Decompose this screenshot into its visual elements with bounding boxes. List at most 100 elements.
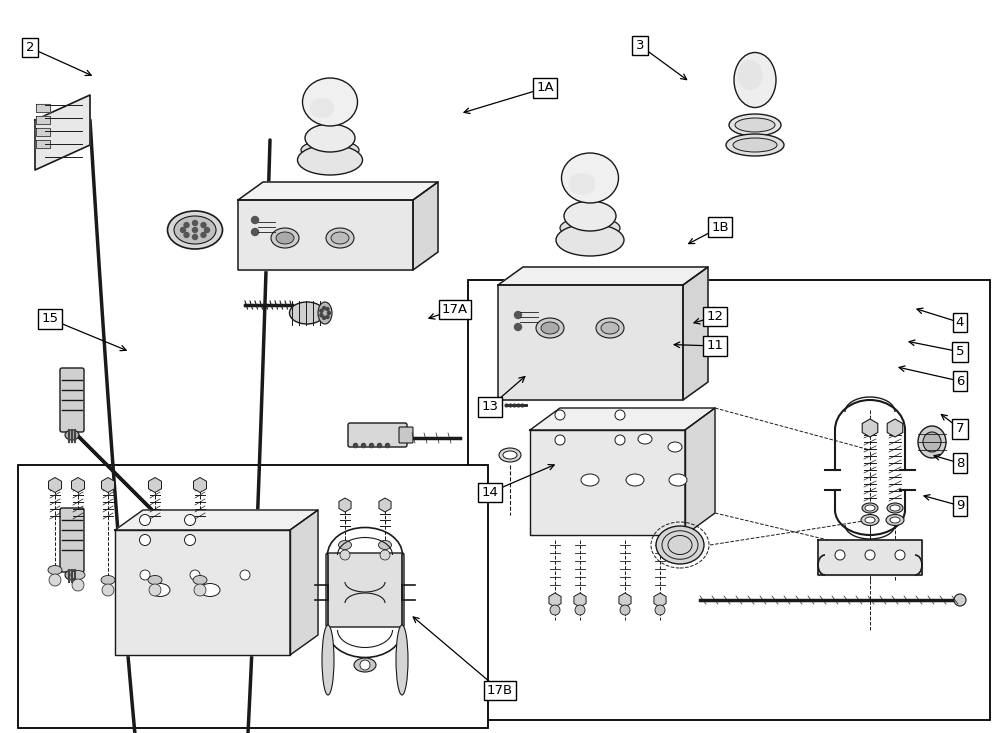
Ellipse shape bbox=[310, 98, 334, 118]
Polygon shape bbox=[498, 285, 683, 400]
Bar bbox=[468, 280, 990, 720]
Circle shape bbox=[205, 227, 210, 232]
Circle shape bbox=[328, 312, 330, 314]
Ellipse shape bbox=[638, 434, 652, 444]
Circle shape bbox=[323, 317, 326, 320]
Circle shape bbox=[72, 579, 84, 591]
Text: 6: 6 bbox=[956, 375, 964, 388]
Text: 1A: 1A bbox=[536, 81, 554, 95]
Polygon shape bbox=[685, 408, 715, 535]
Ellipse shape bbox=[150, 583, 170, 597]
Ellipse shape bbox=[503, 451, 517, 459]
Circle shape bbox=[140, 534, 150, 545]
Circle shape bbox=[140, 570, 150, 580]
Ellipse shape bbox=[302, 78, 358, 126]
Text: 7: 7 bbox=[956, 422, 964, 435]
Ellipse shape bbox=[564, 201, 616, 231]
Ellipse shape bbox=[326, 228, 354, 248]
Ellipse shape bbox=[536, 318, 564, 338]
Polygon shape bbox=[238, 182, 438, 200]
Ellipse shape bbox=[338, 540, 352, 550]
Circle shape bbox=[514, 323, 522, 331]
Polygon shape bbox=[818, 540, 922, 575]
Text: 11: 11 bbox=[706, 339, 724, 353]
Ellipse shape bbox=[65, 430, 79, 440]
Bar bbox=[18, 465, 488, 728]
Ellipse shape bbox=[865, 517, 875, 523]
Circle shape bbox=[194, 584, 206, 596]
Ellipse shape bbox=[305, 124, 355, 152]
Circle shape bbox=[190, 570, 200, 580]
Polygon shape bbox=[290, 510, 318, 655]
Ellipse shape bbox=[331, 232, 349, 244]
Circle shape bbox=[514, 312, 522, 319]
Ellipse shape bbox=[168, 211, 222, 249]
Ellipse shape bbox=[200, 583, 220, 597]
Ellipse shape bbox=[71, 570, 85, 580]
Circle shape bbox=[555, 435, 565, 445]
Text: 14: 14 bbox=[482, 486, 498, 499]
FancyBboxPatch shape bbox=[399, 427, 413, 443]
Circle shape bbox=[201, 223, 206, 227]
Circle shape bbox=[320, 309, 323, 312]
Ellipse shape bbox=[726, 134, 784, 156]
Circle shape bbox=[555, 410, 565, 420]
Polygon shape bbox=[413, 182, 438, 270]
Polygon shape bbox=[115, 530, 290, 655]
Ellipse shape bbox=[276, 232, 294, 244]
Polygon shape bbox=[36, 116, 50, 124]
Polygon shape bbox=[530, 408, 715, 430]
Circle shape bbox=[550, 605, 560, 615]
Ellipse shape bbox=[734, 53, 776, 108]
FancyBboxPatch shape bbox=[348, 423, 407, 447]
Ellipse shape bbox=[668, 442, 682, 452]
Circle shape bbox=[201, 232, 206, 237]
Circle shape bbox=[575, 605, 585, 615]
Circle shape bbox=[865, 550, 875, 560]
Circle shape bbox=[184, 515, 196, 526]
Circle shape bbox=[184, 223, 189, 227]
Polygon shape bbox=[35, 95, 90, 170]
Circle shape bbox=[184, 232, 189, 237]
Polygon shape bbox=[683, 267, 708, 400]
Ellipse shape bbox=[101, 575, 115, 584]
Circle shape bbox=[140, 515, 150, 526]
Text: 9: 9 bbox=[956, 499, 964, 512]
Ellipse shape bbox=[669, 474, 687, 486]
Ellipse shape bbox=[861, 515, 879, 526]
Ellipse shape bbox=[656, 526, 704, 564]
Ellipse shape bbox=[735, 118, 775, 132]
Ellipse shape bbox=[378, 540, 392, 550]
Text: 4: 4 bbox=[956, 316, 964, 329]
Ellipse shape bbox=[148, 575, 162, 584]
Ellipse shape bbox=[193, 575, 207, 584]
Circle shape bbox=[835, 550, 845, 560]
Circle shape bbox=[360, 660, 370, 670]
Circle shape bbox=[102, 584, 114, 596]
Circle shape bbox=[240, 570, 250, 580]
Ellipse shape bbox=[862, 503, 878, 513]
Ellipse shape bbox=[556, 224, 624, 256]
Ellipse shape bbox=[601, 322, 619, 334]
Ellipse shape bbox=[298, 145, 362, 175]
Text: 17B: 17B bbox=[487, 684, 513, 697]
Ellipse shape bbox=[887, 503, 903, 513]
Ellipse shape bbox=[865, 505, 875, 511]
Ellipse shape bbox=[581, 474, 599, 486]
Ellipse shape bbox=[886, 515, 904, 526]
Text: 12: 12 bbox=[706, 310, 724, 323]
Polygon shape bbox=[530, 430, 685, 535]
Ellipse shape bbox=[322, 625, 334, 695]
Ellipse shape bbox=[174, 216, 216, 244]
Ellipse shape bbox=[596, 318, 624, 338]
Ellipse shape bbox=[301, 140, 359, 160]
Ellipse shape bbox=[729, 114, 781, 136]
FancyBboxPatch shape bbox=[60, 368, 84, 432]
Ellipse shape bbox=[733, 138, 777, 152]
Ellipse shape bbox=[541, 322, 559, 334]
Ellipse shape bbox=[562, 153, 618, 203]
FancyBboxPatch shape bbox=[326, 553, 404, 627]
Ellipse shape bbox=[890, 505, 900, 511]
Circle shape bbox=[252, 229, 258, 235]
Circle shape bbox=[192, 227, 198, 232]
